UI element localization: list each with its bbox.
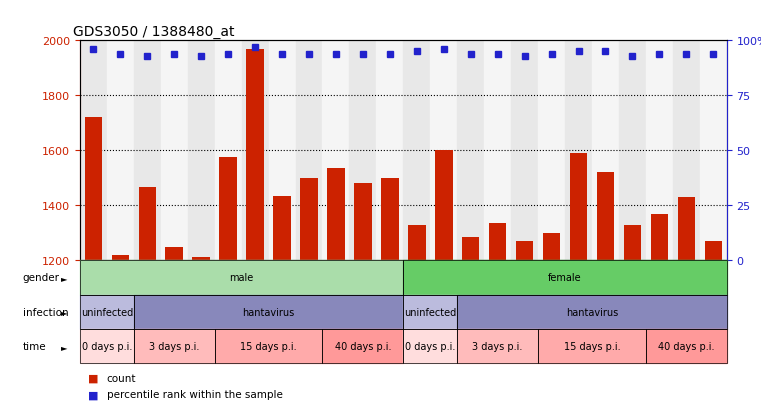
- Bar: [646, 41, 673, 261]
- Bar: [516, 242, 533, 261]
- Bar: [112, 255, 129, 261]
- Bar: [247, 50, 264, 261]
- Text: ►: ►: [62, 273, 68, 282]
- Text: 40 days p.i.: 40 days p.i.: [658, 341, 715, 351]
- Text: ■: ■: [88, 389, 98, 399]
- Bar: [408, 225, 425, 261]
- Bar: [489, 223, 506, 261]
- Bar: [592, 41, 619, 261]
- Bar: [624, 225, 642, 261]
- Text: uninfected: uninfected: [404, 307, 457, 317]
- Bar: [301, 178, 318, 261]
- Bar: [273, 196, 291, 261]
- Bar: [619, 41, 646, 261]
- Bar: [511, 41, 538, 261]
- Text: 40 days p.i.: 40 days p.i.: [335, 341, 391, 351]
- Bar: [327, 169, 345, 261]
- Text: ■: ■: [88, 373, 98, 383]
- Text: 3 days p.i.: 3 days p.i.: [473, 341, 523, 351]
- Bar: [215, 41, 242, 261]
- Text: uninfected: uninfected: [81, 307, 133, 317]
- Text: 0 days p.i.: 0 days p.i.: [405, 341, 456, 351]
- Bar: [565, 41, 592, 261]
- Text: GDS3050 / 1388480_at: GDS3050 / 1388480_at: [73, 25, 235, 39]
- Bar: [484, 41, 511, 261]
- Bar: [700, 41, 727, 261]
- Bar: [295, 41, 323, 261]
- Text: ►: ►: [62, 342, 68, 351]
- Bar: [543, 233, 560, 261]
- Bar: [134, 41, 161, 261]
- Bar: [139, 188, 156, 261]
- Bar: [538, 41, 565, 261]
- Bar: [193, 258, 210, 261]
- Text: 15 days p.i.: 15 days p.i.: [564, 341, 620, 351]
- Bar: [84, 118, 102, 261]
- Bar: [570, 154, 587, 261]
- Text: female: female: [548, 273, 582, 283]
- Bar: [377, 41, 403, 261]
- Text: time: time: [23, 341, 46, 351]
- Bar: [430, 41, 457, 261]
- Bar: [597, 173, 614, 261]
- Text: infection: infection: [23, 307, 68, 317]
- Text: hantavirus: hantavirus: [566, 307, 618, 317]
- Bar: [462, 237, 479, 261]
- Bar: [161, 41, 188, 261]
- Text: percentile rank within the sample: percentile rank within the sample: [107, 389, 282, 399]
- Bar: [269, 41, 295, 261]
- Bar: [457, 41, 484, 261]
- Bar: [219, 158, 237, 261]
- Bar: [323, 41, 349, 261]
- Bar: [705, 242, 722, 261]
- Text: 0 days p.i.: 0 days p.i.: [81, 341, 132, 351]
- Bar: [651, 214, 668, 261]
- Bar: [107, 41, 134, 261]
- Bar: [381, 178, 399, 261]
- Bar: [188, 41, 215, 261]
- Bar: [677, 197, 695, 261]
- Text: ►: ►: [62, 308, 68, 316]
- Text: male: male: [230, 273, 253, 283]
- Text: hantavirus: hantavirus: [243, 307, 295, 317]
- Bar: [165, 247, 183, 261]
- Bar: [354, 184, 371, 261]
- Bar: [435, 151, 453, 261]
- Bar: [242, 41, 269, 261]
- Text: count: count: [107, 373, 136, 383]
- Text: 3 days p.i.: 3 days p.i.: [149, 341, 199, 351]
- Bar: [403, 41, 430, 261]
- Text: 15 days p.i.: 15 days p.i.: [240, 341, 297, 351]
- Bar: [673, 41, 700, 261]
- Bar: [80, 41, 107, 261]
- Bar: [349, 41, 377, 261]
- Text: gender: gender: [23, 273, 60, 283]
